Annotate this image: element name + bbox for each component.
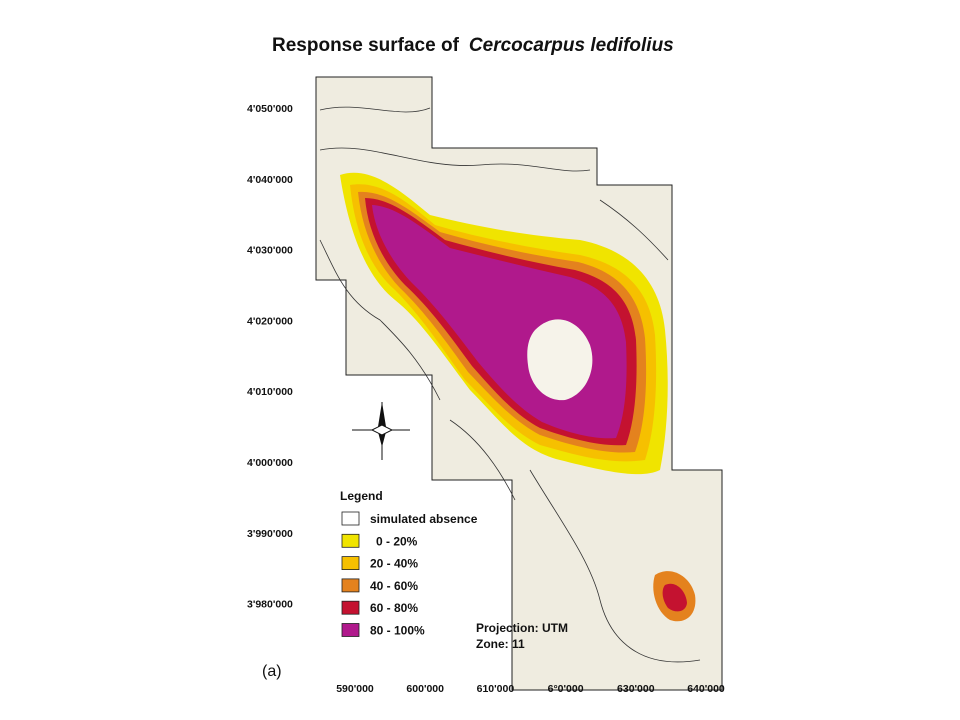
x-label: 610'000: [477, 683, 515, 695]
zone-absence: [527, 319, 593, 401]
title-species: Cercocarpus ledifolius: [469, 35, 674, 56]
contour: [319, 106, 701, 663]
y-label: 4'020'000: [247, 315, 293, 327]
legend-label: 40 - 60%: [370, 579, 418, 593]
legend-label: 60 - 80%: [370, 601, 418, 615]
legend-label: 20 - 40%: [370, 557, 418, 571]
y-label: 4'000'000: [247, 457, 293, 469]
y-label: 4'050'000: [247, 103, 293, 115]
projection: Projection: UTM: [476, 621, 568, 635]
legend-swatch: [341, 556, 360, 570]
legend-label: simulated absence: [370, 512, 478, 526]
north-arrow: [352, 402, 410, 460]
legend: Legend simulated absence 0 - 20% 20 - 40% 4…: [340, 489, 478, 638]
x-axis-labels: 590'000 600'000 610'000 6°0'000 630'000 640'0…: [336, 683, 725, 695]
title: Response surface of Cercocarpus ledifoliu…: [272, 35, 674, 56]
legend-swatch: [341, 511, 360, 526]
x-label: 630'000: [617, 683, 655, 695]
legend-swatch: [341, 600, 360, 615]
y-label: 4'030'000: [247, 245, 293, 257]
y-label: 4'040'000: [247, 174, 293, 186]
zone: Zone: 11: [476, 637, 525, 651]
legend-swatch: [341, 623, 360, 637]
x-label: 6°0'000: [548, 683, 584, 695]
y-label: 3'980'000: [247, 599, 293, 611]
x-label: 640'000: [687, 683, 725, 695]
legend-label: 80 - 100%: [370, 624, 425, 638]
legend-label: 0 - 20%: [376, 534, 418, 548]
y-label: 3'990'000: [247, 528, 293, 540]
panel-label: (a): [262, 663, 282, 680]
map: [315, 76, 723, 691]
legend-title: Legend: [340, 489, 383, 503]
south-core: [662, 583, 687, 612]
x-label: 600'000: [406, 683, 444, 695]
legend-swatch: [341, 578, 360, 593]
legend-swatch: [341, 533, 360, 548]
title-text: Response surface of: [272, 35, 460, 56]
y-axis-labels: 4'050'000 4'040'000 4'030'000 4'020'000 4'01…: [247, 103, 293, 611]
y-label: 4'010'000: [247, 386, 293, 398]
x-label: 590'000: [336, 683, 374, 695]
